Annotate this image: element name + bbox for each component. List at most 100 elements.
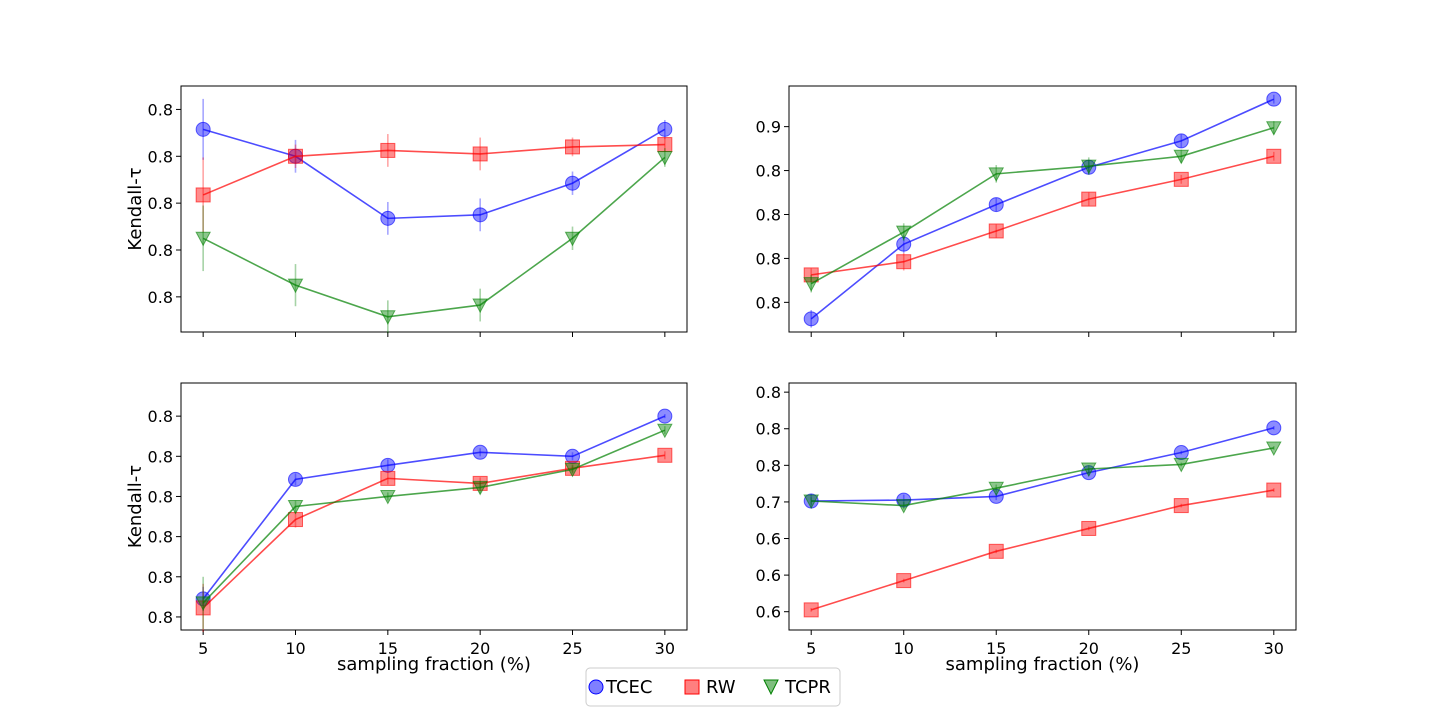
data-point-tcec — [988, 197, 1004, 213]
data-point-rw — [988, 543, 1004, 559]
data-point-tcpr — [988, 481, 1005, 497]
data-point-tcec — [1173, 445, 1189, 461]
y-tick-label: 0.8 — [148, 487, 173, 506]
axes-frame — [180, 382, 688, 631]
data-point-tcec — [287, 471, 303, 487]
x-tick-label: 25 — [562, 639, 582, 658]
series-line-tcec — [202, 415, 666, 600]
data-point-tcec — [657, 121, 673, 137]
data-point-tcec — [472, 207, 488, 223]
y-tick-label: 0.8 — [756, 205, 781, 224]
y-tick-label: 0.8 — [756, 162, 781, 181]
data-point-tcpr — [379, 310, 396, 325]
x-tick-label: 20 — [1079, 639, 1099, 658]
x-tick-label: 15 — [986, 639, 1006, 658]
data-point-tcec — [472, 444, 488, 460]
legend-marker-rw — [684, 679, 700, 695]
data-point-tcec — [1266, 91, 1282, 107]
x-axis-label: sampling fraction (%) — [946, 654, 1140, 675]
data-point-tcpr — [1265, 121, 1282, 136]
data-point-tcpr — [803, 494, 820, 510]
data-point-rw — [472, 146, 488, 162]
data-point-tcec — [896, 236, 912, 252]
y-axis-label: Kendall-τ — [125, 167, 146, 250]
data-point-tcpr — [1265, 441, 1282, 457]
y-tick-label: 0.8 — [756, 420, 781, 439]
series-rw — [195, 447, 673, 633]
data-point-rw — [1266, 148, 1282, 164]
data-point-rw — [380, 142, 396, 158]
data-point-rw — [195, 187, 211, 203]
legend-label-tcpr: TCPR — [784, 677, 831, 698]
y-tick-label: 0.8 — [148, 241, 173, 260]
y-tick-label: 0.8 — [756, 249, 781, 268]
series-line-rw — [811, 155, 1274, 276]
y-tick-label: 0.8 — [148, 528, 173, 547]
data-point-tcec — [1173, 133, 1189, 149]
x-axis-label: sampling fraction (%) — [337, 654, 531, 675]
data-point-rw — [657, 447, 673, 463]
y-tick-label: 0.6 — [756, 530, 781, 549]
x-tick-label: 10 — [894, 639, 914, 658]
y-tick-label: 0.8 — [148, 407, 173, 426]
x-tick-label: 5 — [806, 639, 816, 658]
data-point-rw — [803, 267, 819, 283]
data-point-tcpr — [379, 489, 396, 505]
y-tick-label: 0.8 — [756, 383, 781, 402]
data-point-tcpr — [1080, 462, 1097, 478]
data-point-tcpr — [895, 225, 912, 241]
y-axis-label: Kendall-τ — [125, 465, 146, 548]
series-line-rw — [202, 143, 665, 196]
series-line-rw — [810, 489, 1274, 611]
data-point-tcpr — [988, 167, 1005, 182]
panel-bottom-right: 5 10 15 20 25 30 0.6 0.6 0.6 0.7 0.8 0.8 0.8 sampling… — [756, 382, 1297, 675]
panel-bottom-left: 5 10 15 20 25 300.80.80.80.80.80.8Kendall-τsa… — [125, 382, 688, 675]
data-point-tcpr — [564, 231, 581, 247]
data-point-rw — [1081, 191, 1097, 207]
data-point-tcpr — [564, 462, 581, 478]
data-point-tcpr — [1080, 159, 1097, 175]
series-tcpr — [195, 148, 673, 334]
data-point-rw — [803, 602, 819, 618]
series-rw — [195, 134, 673, 233]
data-point-tcec — [1266, 420, 1282, 436]
y-tick-label: 0.8 — [148, 147, 173, 166]
x-tick-label: 20 — [470, 639, 490, 658]
y-tick-label: 0.8 — [756, 293, 781, 312]
series-line-rw — [202, 454, 665, 609]
legend: TCEC RW TCPR — [585, 667, 841, 707]
series-line-tcpr — [810, 126, 1275, 285]
y-tick-label: 0.8 — [756, 456, 781, 475]
y-tick-label: 0.8 — [148, 194, 173, 213]
series-line-tcpr — [202, 429, 666, 604]
data-point-tcpr — [895, 499, 912, 514]
series-line-tcec — [810, 98, 1275, 320]
data-point-rw — [988, 223, 1004, 239]
data-point-rw — [896, 573, 912, 589]
x-tick-label: 15 — [378, 639, 398, 658]
x-tick-label: 30 — [1264, 639, 1284, 658]
data-point-tcpr — [287, 500, 304, 515]
data-point-tcpr — [472, 480, 489, 496]
series-line-tcpr — [202, 156, 666, 318]
data-point-tcpr — [657, 150, 673, 166]
series-tcpr — [803, 121, 1282, 293]
series-tcec — [803, 91, 1282, 328]
series-tcec — [803, 420, 1282, 509]
data-point-rw — [1173, 171, 1189, 187]
legend-marker-tcpr — [763, 679, 779, 696]
data-point-tcpr — [1173, 149, 1190, 165]
y-tick-label: 0.8 — [148, 447, 173, 466]
series-line-tcec — [811, 427, 1275, 502]
data-point-tcpr — [195, 596, 211, 611]
series-tcpr — [803, 441, 1282, 514]
data-point-tcpr — [657, 423, 673, 439]
y-tick-label: 0.8 — [148, 608, 173, 627]
x-tick-label: 5 — [198, 639, 208, 658]
legend-marker-tcec — [588, 679, 604, 695]
y-tick-label: 0.7 — [756, 493, 781, 512]
data-point-rw — [896, 254, 912, 270]
y-tick-label: 0.9 — [756, 118, 781, 137]
